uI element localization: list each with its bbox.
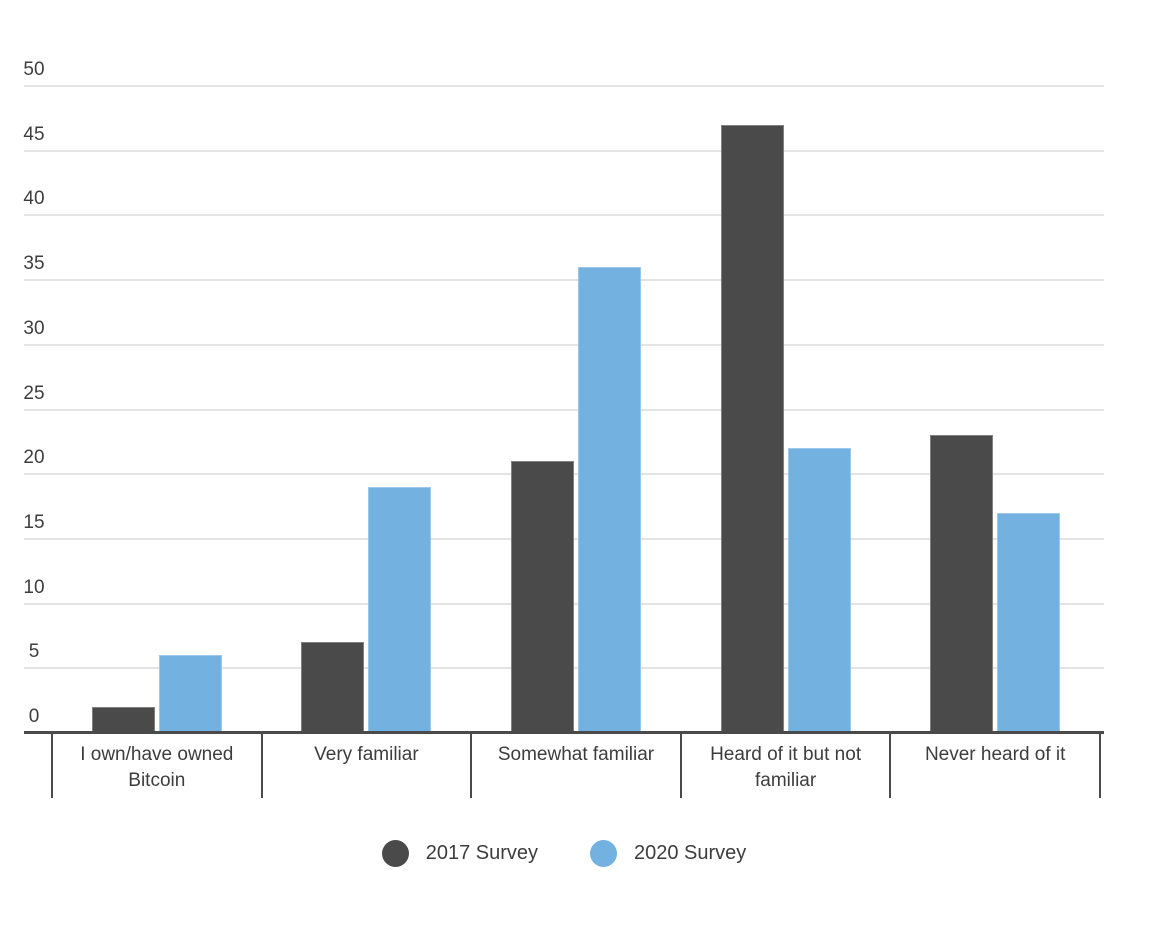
legend: 2017 Survey 2020 Survey xyxy=(0,840,1128,867)
y-axis-tick-label: 15 xyxy=(23,511,45,533)
y-axis-tick-label: 5 xyxy=(28,641,40,663)
bar-2020-survey[interactable] xyxy=(997,513,1061,733)
x-axis-line xyxy=(24,731,1104,734)
x-axis-category-label: Somewhat familiar xyxy=(497,744,655,765)
y-gridline xyxy=(24,408,1104,411)
y-axis-tick-label: 35 xyxy=(23,253,45,275)
y-axis-tick-label: 25 xyxy=(23,382,45,404)
bar-2017-survey[interactable] xyxy=(301,642,365,733)
x-axis-category-label: Heard of it but not familiar xyxy=(710,744,862,791)
y-gridline xyxy=(24,214,1104,217)
y-gridline xyxy=(24,85,1104,87)
y-gridline xyxy=(24,279,1104,282)
x-axis-category-label: Very familiar xyxy=(314,744,419,765)
y-axis-tick-label: 40 xyxy=(23,188,45,210)
legend-label: 2017 Survey xyxy=(425,842,538,864)
legend-item-2020-survey[interactable]: 2020 Survey xyxy=(590,840,746,867)
category-divider xyxy=(679,733,682,798)
x-axis-category-label: Never heard of it xyxy=(924,744,1066,765)
category-divider xyxy=(51,733,53,798)
bar-2017-survey[interactable] xyxy=(930,435,994,733)
legend-item-2017-survey[interactable]: 2017 Survey xyxy=(381,840,538,867)
legend-marker-icon xyxy=(590,840,617,867)
y-axis-tick-label: 30 xyxy=(23,317,45,339)
bar-2020-survey[interactable] xyxy=(787,448,851,733)
category-divider xyxy=(260,733,263,798)
y-gridline xyxy=(24,343,1104,346)
y-axis-tick-label: 45 xyxy=(23,123,45,145)
x-axis-category-label: I own/have owned Bitcoin xyxy=(80,744,234,791)
y-axis-tick-label: 10 xyxy=(23,576,45,598)
bar-2017-survey[interactable] xyxy=(720,124,784,733)
bar-2017-survey[interactable] xyxy=(511,461,574,733)
category-divider xyxy=(889,733,892,798)
legend-label: 2020 Survey xyxy=(634,842,747,864)
bar-2017-survey[interactable] xyxy=(91,707,155,733)
legend-marker-icon xyxy=(381,840,409,867)
y-axis-tick-label: 50 xyxy=(23,59,45,80)
category-divider xyxy=(1099,733,1101,798)
bar-2020-survey[interactable] xyxy=(368,487,432,733)
category-divider xyxy=(470,733,473,798)
bar-2020-survey[interactable] xyxy=(578,267,641,733)
y-gridline xyxy=(24,149,1104,152)
y-axis-tick-label: 20 xyxy=(23,447,45,469)
bar-2020-survey[interactable] xyxy=(158,655,222,733)
y-axis-tick-label: 0 xyxy=(28,706,40,727)
